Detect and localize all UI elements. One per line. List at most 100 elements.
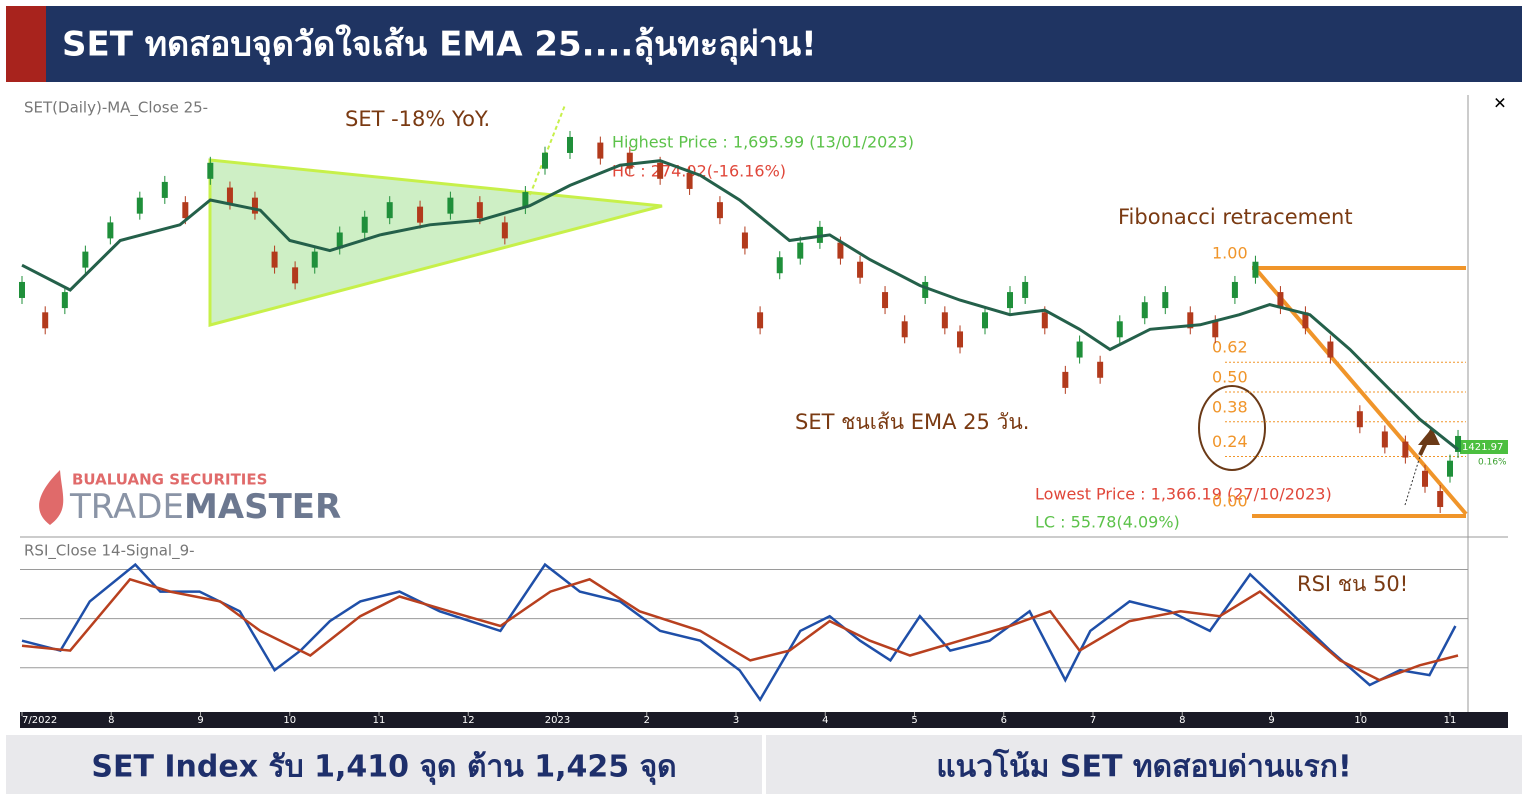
- triangle-pattern: [208, 158, 663, 327]
- candle: [1302, 312, 1309, 329]
- candle: [207, 162, 214, 179]
- footer-left-box: [6, 735, 762, 794]
- x-tick-label: 5: [911, 715, 917, 726]
- candle: [882, 292, 889, 309]
- candle: [107, 222, 114, 239]
- footer-left: SET Index รับ 1,410 จุด ต้าน 1,425 จุด: [91, 750, 676, 786]
- fib-title: Fibonacci retracement: [1118, 205, 1353, 229]
- candle: [1076, 341, 1083, 358]
- candle: [61, 292, 68, 309]
- candle: [941, 312, 948, 329]
- candle: [361, 216, 368, 233]
- candle: [1455, 435, 1462, 452]
- candle: [251, 197, 258, 214]
- candle: [1041, 312, 1048, 329]
- close-icon[interactable]: ✕: [1493, 94, 1506, 113]
- candle: [1212, 321, 1219, 338]
- x-tick-label: 9: [197, 715, 203, 726]
- candle: [1437, 491, 1444, 508]
- rsi-panel-title: RSI_Close 14-Signal_9-: [24, 542, 195, 561]
- ema-touch-annotation: SET ชนเส้น EMA 25 วัน.: [795, 410, 1029, 434]
- candle: [922, 281, 929, 298]
- yoy-annotation: SET -18% YoY.: [345, 107, 490, 131]
- candle: [901, 321, 908, 338]
- candle: [226, 187, 233, 204]
- fib-level-label: 1.00: [1212, 244, 1248, 263]
- candle: [686, 172, 693, 189]
- candle: [386, 202, 393, 219]
- candle: [1252, 261, 1259, 278]
- candle: [292, 267, 299, 284]
- candle: [1381, 431, 1388, 448]
- footer-right-box: [766, 735, 1522, 794]
- candle: [741, 232, 748, 249]
- last-change: 0.16%: [1478, 458, 1507, 468]
- candle: [336, 232, 343, 249]
- candle: [776, 257, 783, 274]
- fib-level-label: 0.00: [1212, 492, 1248, 511]
- candle: [837, 242, 844, 259]
- candle: [1006, 292, 1013, 309]
- x-tick-label: 3: [733, 715, 739, 726]
- rsi-annotation: RSI ชน 50!: [1297, 572, 1408, 596]
- last-price-box: [1460, 440, 1508, 454]
- candle: [1097, 361, 1104, 378]
- x-tick-label: 7/2022: [22, 715, 57, 726]
- candle: [957, 331, 964, 348]
- x-tick-label: 11: [373, 715, 386, 726]
- candle: [1022, 281, 1029, 298]
- candle: [566, 136, 573, 153]
- candle: [657, 162, 664, 179]
- breakout-line: [529, 104, 566, 196]
- logo-brand-light: TRADE: [69, 487, 184, 527]
- candle: [1447, 460, 1453, 477]
- fib-level-label: 0.62: [1212, 338, 1248, 357]
- header-title: SET ทดสอบจุดวัดใจเส้น EMA 25....ลุ้นทะลุ…: [62, 24, 817, 66]
- candle: [857, 261, 864, 278]
- logo-mark: [39, 470, 64, 525]
- x-tick-label: 6: [1001, 715, 1007, 726]
- candle: [19, 281, 25, 298]
- arrow-shaft: [1418, 429, 1434, 456]
- candle: [447, 197, 454, 214]
- fib-level-label: 0.38: [1212, 397, 1248, 416]
- hc-label: HC : 274.02(-16.16%): [612, 162, 786, 181]
- x-tick-label: 8: [108, 715, 114, 726]
- candle: [757, 312, 764, 329]
- candle: [311, 251, 318, 268]
- rsi-line: [21, 562, 1457, 703]
- candle: [1356, 411, 1363, 428]
- last-price: 1421.97: [1462, 442, 1503, 453]
- candle: [82, 251, 89, 268]
- candle: [1141, 302, 1148, 319]
- ema-line: [21, 159, 1459, 451]
- candle: [1116, 321, 1123, 338]
- candle: [417, 206, 424, 223]
- x-tick-label: 7: [1090, 715, 1096, 726]
- x-tick-label: 12: [462, 715, 475, 726]
- x-tick-label: 2023: [545, 715, 570, 726]
- x-tick-label: 4: [822, 715, 828, 726]
- logo-brand-bold: MASTER: [184, 487, 341, 527]
- x-tick-label: 9: [1268, 715, 1274, 726]
- candle: [1162, 292, 1169, 309]
- candle: [626, 152, 633, 169]
- candle: [1187, 312, 1194, 329]
- candle: [1277, 292, 1284, 309]
- header-accent: [6, 6, 46, 82]
- lowest-price: Lowest Price : 1,366.19 (27/10/2023): [1035, 485, 1332, 504]
- candle: [1231, 281, 1238, 298]
- rsi-line: [21, 577, 1459, 682]
- candle: [42, 312, 49, 329]
- candle: [476, 202, 483, 219]
- x-tick-label: 8: [1179, 715, 1185, 726]
- price-panel-title: SET(Daily)-MA_Close 25-: [24, 99, 208, 118]
- x-axis-bar: [20, 712, 1508, 728]
- candle: [522, 192, 529, 209]
- fib-level-label: 0.50: [1212, 368, 1248, 387]
- header-bar: [6, 6, 1522, 82]
- candle: [1402, 441, 1409, 458]
- candle: [716, 202, 723, 219]
- candle: [501, 222, 508, 239]
